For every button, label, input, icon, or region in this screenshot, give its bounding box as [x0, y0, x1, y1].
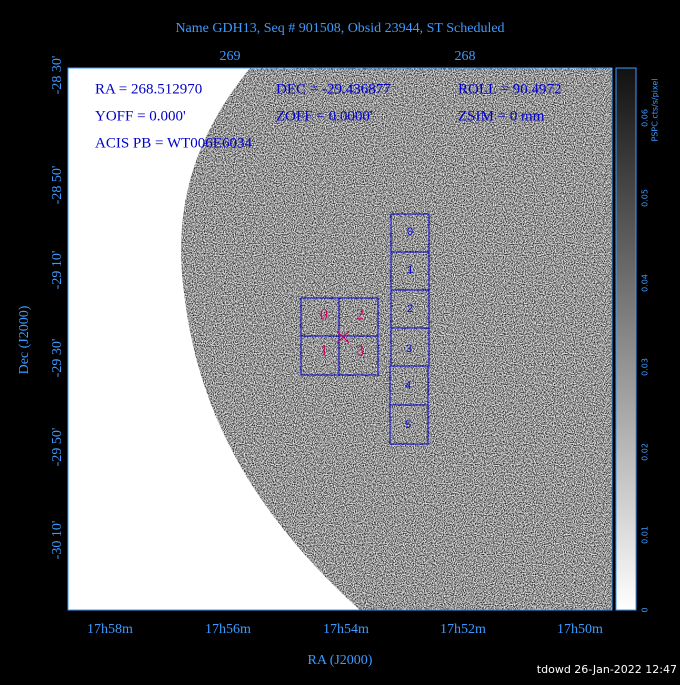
y-tick-label: -28 30' [50, 56, 65, 95]
x-tick-label: 17h56m [205, 622, 251, 637]
acis-s-array [389, 213, 430, 445]
top-tick-label: 269 [220, 49, 241, 64]
y-tick-label: -28 50' [50, 166, 65, 205]
x-tick-label: 17h58m [87, 622, 133, 637]
acis-s-chip-label: 0 [407, 227, 414, 239]
acis-i-array [300, 297, 379, 376]
title: Name GDH13, Seq # 901508, Obsid 23944, S… [175, 21, 504, 36]
x-tick-label: 17h52m [440, 622, 486, 637]
top-tick-label: 268 [455, 49, 476, 64]
colorbar-tick-label: 0.01 [641, 526, 650, 544]
y-tick-label: -29 50' [50, 428, 65, 467]
aimpoint-marker [336, 330, 350, 344]
y-axis-title: Dec (J2000) [17, 305, 32, 374]
info-text: ZOFF = 0.0000' [276, 108, 373, 124]
acis-s-chip-label: 5 [405, 420, 412, 432]
colorbar [615, 67, 637, 611]
colorbar-tick-label: 0.03 [641, 358, 650, 376]
acis-i-chip-label: 1 [320, 343, 328, 360]
y-tick-label: -29 10' [50, 251, 65, 290]
colorbar-tick-label: 0 [641, 607, 650, 612]
blank-region [68, 68, 360, 610]
plot-frame [67, 67, 613, 611]
footer: tdowd 26-Jan-2022 12:47 [537, 663, 677, 676]
acis-s-chip-label: 3 [406, 344, 413, 356]
colorbar-tick-label: 0.06 [641, 109, 650, 127]
x-tick-label: 17h50m [557, 622, 603, 637]
acis-s-chip-label: 2 [407, 304, 414, 316]
colorbar-tick-label: 0.05 [641, 189, 650, 207]
info-text: YOFF = 0.000' [95, 108, 186, 124]
info-text: DEC = -29.436877 [276, 81, 391, 97]
info-text: RA = 268.512970 [95, 81, 202, 97]
colorbar-tick-label: 0.02 [641, 443, 650, 461]
info-text: ZSIM = 0 mm [458, 108, 545, 124]
x-axis-title: RA (J2000) [308, 653, 373, 668]
acis-i-chip-label: 3 [356, 343, 364, 360]
acis-s-chip-label: 4 [405, 381, 412, 393]
x-tick-label: 17h54m [323, 622, 369, 637]
info-text: ROLL = 90.4972 [458, 81, 561, 97]
info-text: ACIS PB = WT006E6034 [95, 135, 252, 151]
acis-s-chip-label: 1 [407, 265, 414, 277]
acis-i-chip-label: 2 [356, 307, 364, 324]
colorbar-title: PSPC cts/s/pixel [651, 78, 660, 141]
y-tick-label: -29 30' [50, 339, 65, 378]
colorbar-tick-label: 0.04 [641, 274, 650, 292]
y-tick-label: -30 10' [50, 521, 65, 560]
acis-i-chip-label: 0 [320, 307, 328, 324]
